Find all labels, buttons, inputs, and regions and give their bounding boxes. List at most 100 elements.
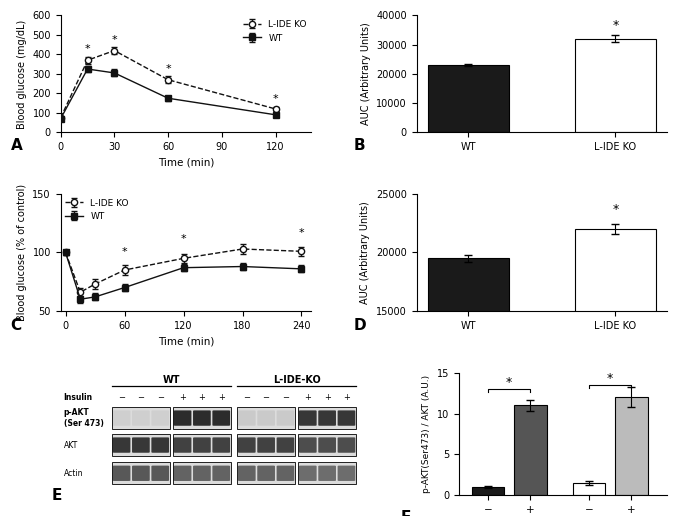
FancyBboxPatch shape: [298, 434, 356, 456]
Text: F: F: [400, 510, 410, 516]
Text: *: *: [122, 247, 127, 257]
Text: *: *: [506, 376, 512, 389]
Bar: [428, 65, 509, 132]
Text: +: +: [198, 393, 206, 402]
FancyBboxPatch shape: [173, 407, 231, 429]
FancyBboxPatch shape: [318, 410, 336, 426]
Text: +: +: [324, 393, 330, 402]
FancyBboxPatch shape: [112, 462, 170, 485]
FancyBboxPatch shape: [112, 434, 170, 456]
Text: −: −: [263, 393, 270, 402]
Text: *: *: [273, 94, 278, 104]
Text: C: C: [11, 318, 22, 333]
FancyBboxPatch shape: [238, 410, 255, 426]
Text: −: −: [118, 393, 125, 402]
FancyBboxPatch shape: [276, 438, 295, 453]
Legend: L-IDE KO, WT: L-IDE KO, WT: [65, 199, 129, 221]
Text: Actin: Actin: [63, 469, 83, 478]
Y-axis label: AUC (Arbitrary Units): AUC (Arbitrary Units): [361, 23, 371, 125]
FancyBboxPatch shape: [257, 410, 275, 426]
FancyBboxPatch shape: [237, 434, 295, 456]
FancyBboxPatch shape: [193, 438, 211, 453]
FancyBboxPatch shape: [174, 410, 191, 426]
Bar: [428, 259, 509, 486]
FancyBboxPatch shape: [318, 438, 336, 453]
X-axis label: Time (min): Time (min): [158, 336, 214, 346]
FancyBboxPatch shape: [299, 465, 317, 481]
FancyBboxPatch shape: [132, 438, 150, 453]
FancyBboxPatch shape: [276, 465, 295, 481]
Legend: L-IDE KO, WT: L-IDE KO, WT: [243, 20, 307, 42]
FancyBboxPatch shape: [174, 465, 191, 481]
FancyBboxPatch shape: [238, 438, 255, 453]
FancyBboxPatch shape: [237, 407, 295, 429]
FancyBboxPatch shape: [338, 438, 355, 453]
Bar: [514, 406, 547, 495]
Text: +: +: [179, 393, 186, 402]
Bar: [615, 397, 648, 495]
Text: +: +: [305, 393, 311, 402]
FancyBboxPatch shape: [298, 462, 356, 485]
Bar: [575, 229, 656, 486]
Text: +: +: [343, 393, 350, 402]
Text: *: *: [85, 44, 90, 54]
Text: p-AKT
(Ser 473): p-AKT (Ser 473): [63, 408, 104, 428]
Text: Insulin: Insulin: [63, 393, 93, 402]
Text: *: *: [112, 35, 117, 45]
FancyBboxPatch shape: [113, 410, 130, 426]
Text: +: +: [218, 393, 224, 402]
Text: L-IDE-KO: L-IDE-KO: [273, 375, 321, 385]
FancyBboxPatch shape: [113, 465, 130, 481]
FancyBboxPatch shape: [132, 465, 150, 481]
FancyBboxPatch shape: [193, 465, 211, 481]
Text: −: −: [243, 393, 250, 402]
Bar: [472, 487, 504, 495]
Bar: [573, 483, 605, 495]
Text: −: −: [157, 393, 164, 402]
FancyBboxPatch shape: [152, 465, 169, 481]
FancyBboxPatch shape: [173, 462, 231, 485]
FancyBboxPatch shape: [173, 434, 231, 456]
Text: D: D: [354, 318, 367, 333]
FancyBboxPatch shape: [318, 465, 336, 481]
FancyBboxPatch shape: [152, 438, 169, 453]
FancyBboxPatch shape: [338, 465, 355, 481]
Text: *: *: [607, 372, 613, 384]
FancyBboxPatch shape: [338, 410, 355, 426]
FancyBboxPatch shape: [298, 407, 356, 429]
Text: *: *: [612, 203, 619, 216]
FancyBboxPatch shape: [113, 438, 130, 453]
Y-axis label: p-AKT(Ser473) / AKT (A.U.): p-AKT(Ser473) / AKT (A.U.): [422, 375, 431, 493]
FancyBboxPatch shape: [152, 410, 169, 426]
Text: *: *: [612, 19, 619, 31]
Text: −: −: [282, 393, 289, 402]
FancyBboxPatch shape: [193, 410, 211, 426]
Text: *: *: [181, 234, 186, 244]
FancyBboxPatch shape: [212, 465, 230, 481]
Text: AKT: AKT: [63, 441, 78, 449]
FancyBboxPatch shape: [212, 438, 230, 453]
Text: B: B: [354, 138, 365, 153]
Y-axis label: Blood glucose (mg/dL): Blood glucose (mg/dL): [17, 19, 27, 128]
Text: WT: WT: [162, 375, 180, 385]
FancyBboxPatch shape: [299, 410, 317, 426]
Text: E: E: [52, 488, 62, 503]
FancyBboxPatch shape: [237, 462, 295, 485]
Text: *: *: [165, 64, 171, 74]
FancyBboxPatch shape: [132, 410, 150, 426]
FancyBboxPatch shape: [299, 438, 317, 453]
FancyBboxPatch shape: [257, 465, 275, 481]
FancyBboxPatch shape: [238, 465, 255, 481]
Y-axis label: Blood glucose (% of control): Blood glucose (% of control): [17, 184, 27, 321]
FancyBboxPatch shape: [174, 438, 191, 453]
X-axis label: Time (min): Time (min): [158, 157, 214, 168]
FancyBboxPatch shape: [212, 410, 230, 426]
Text: A: A: [11, 138, 22, 153]
FancyBboxPatch shape: [276, 410, 295, 426]
Text: −: −: [137, 393, 144, 402]
FancyBboxPatch shape: [112, 407, 170, 429]
Bar: [575, 39, 656, 132]
FancyBboxPatch shape: [257, 438, 275, 453]
Y-axis label: AUC (Arbitrary Units): AUC (Arbitrary Units): [361, 201, 371, 304]
Text: *: *: [299, 229, 304, 238]
